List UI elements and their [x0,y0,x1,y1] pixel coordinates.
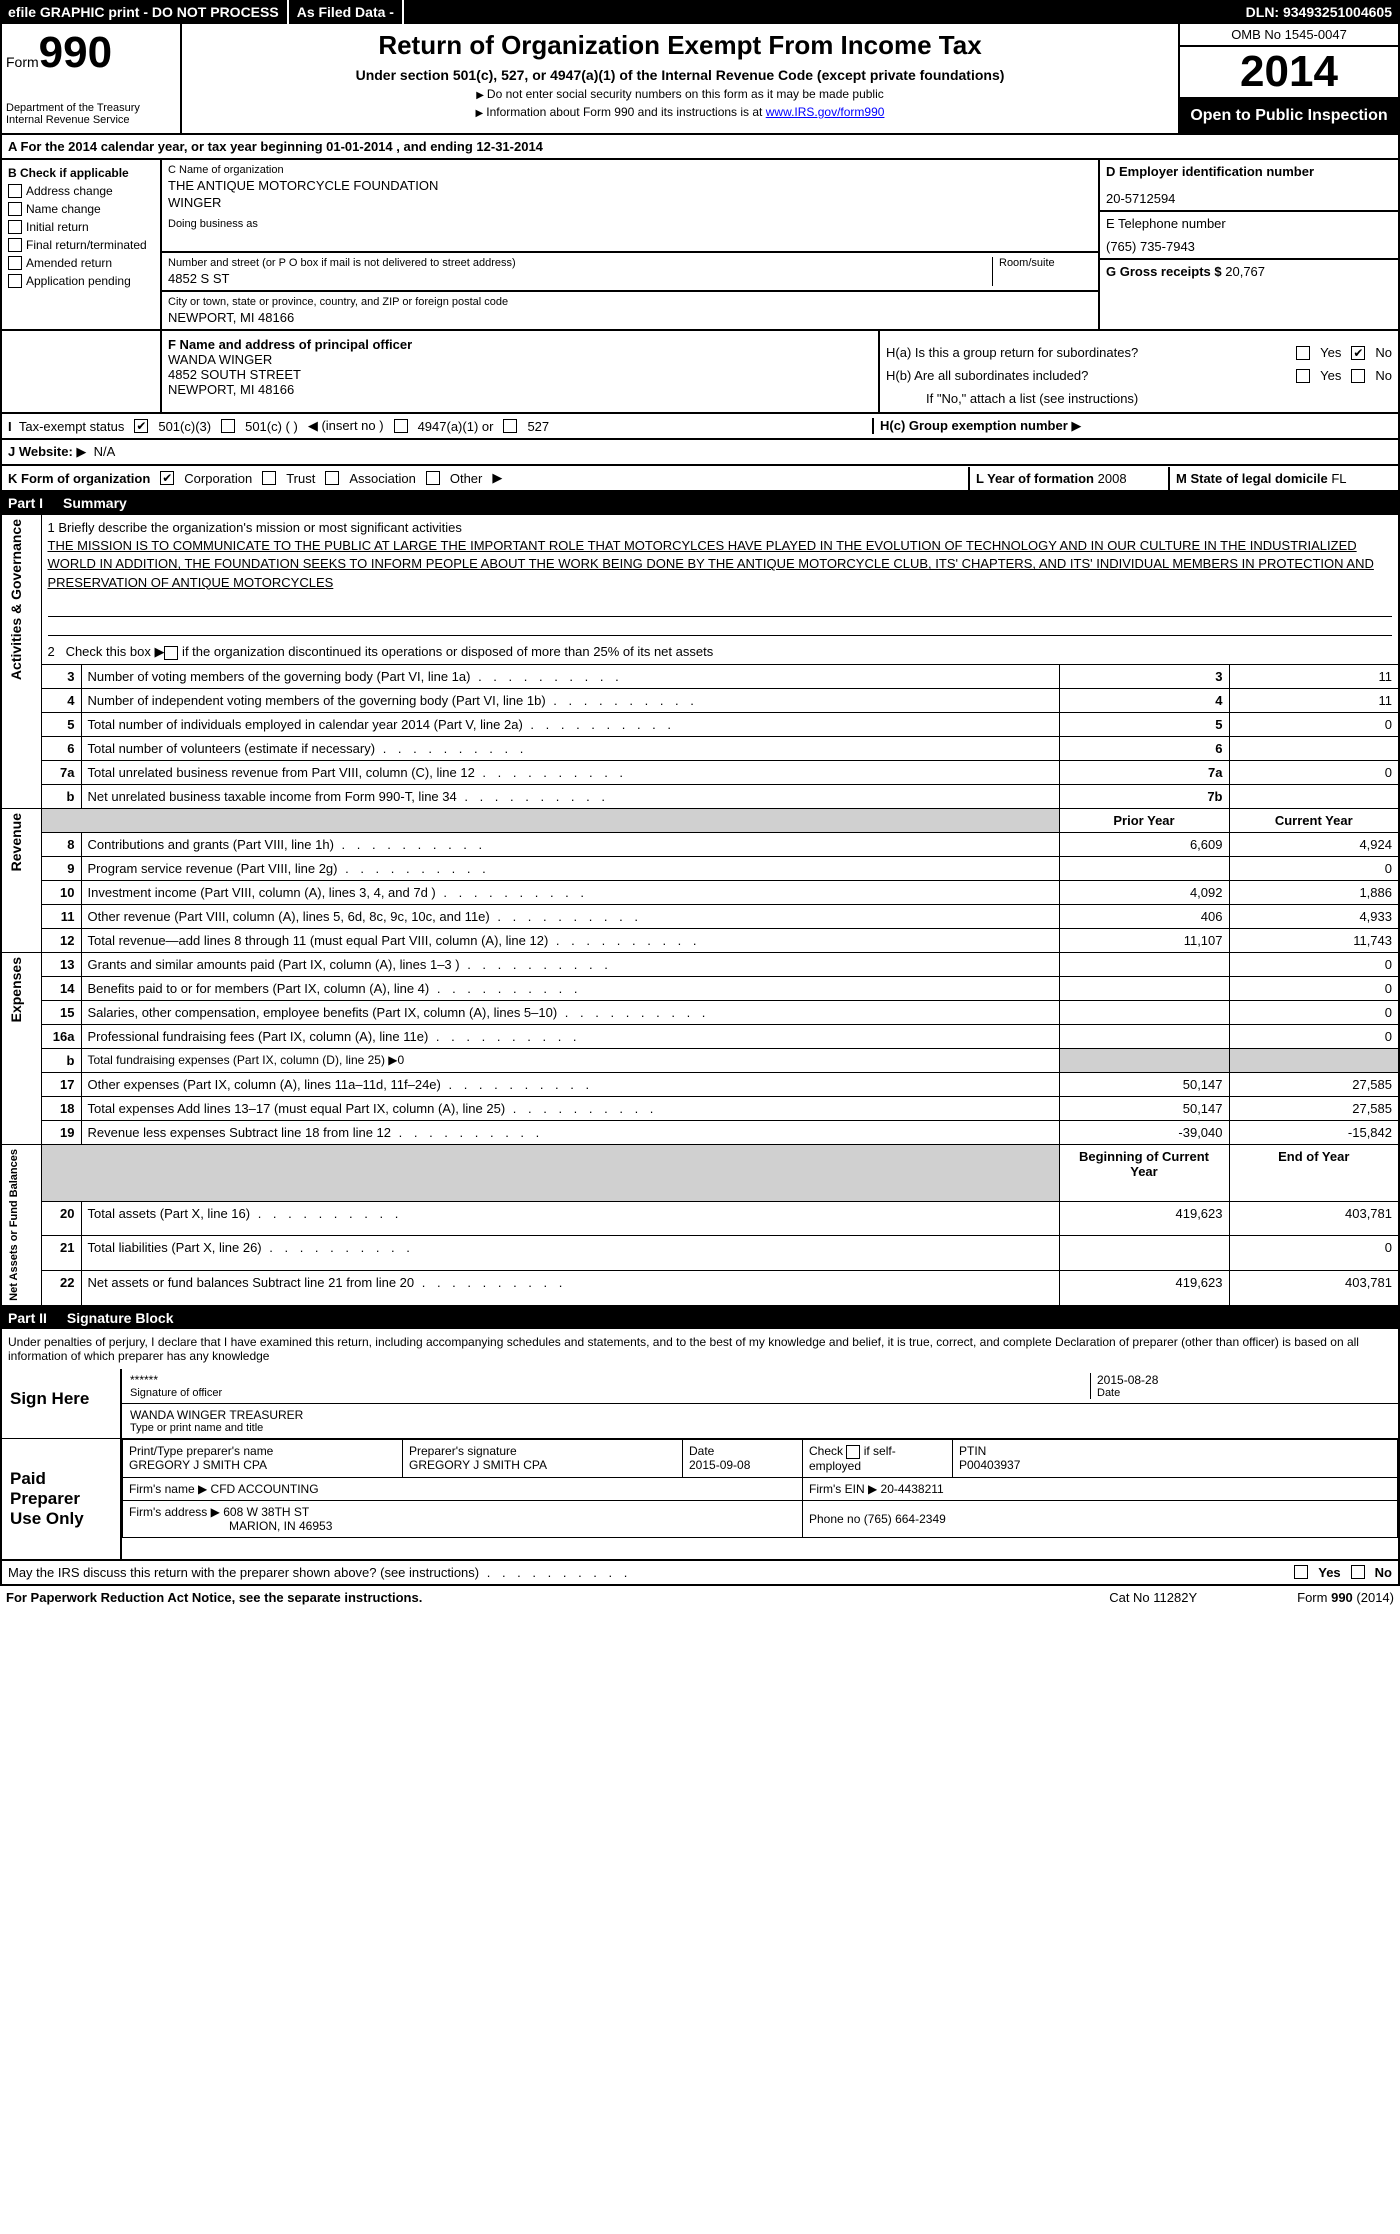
gov-row: 5Total number of individuals employed in… [1,713,1399,737]
row-a-tax-year: A For the 2014 calendar year, or tax yea… [0,135,1400,160]
discuss-row: May the IRS discuss this return with the… [0,1561,1400,1586]
principal-officer: F Name and address of principal officer … [162,331,878,412]
chk-501c[interactable] [221,419,235,433]
rev-row: 8Contributions and grants (Part VIII, li… [1,833,1399,857]
gov-row: bNet unrelated business taxable income f… [1,785,1399,809]
exp-row: bTotal fundraising expenses (Part IX, co… [1,1049,1399,1073]
net-row: 22Net assets or fund balances Subtract l… [1,1270,1399,1305]
chk-501c3[interactable] [134,419,148,433]
sign-here-label: Sign Here [2,1369,122,1438]
dept-treasury: Department of the Treasury [6,102,176,114]
col-b-spacer [2,331,162,412]
group-return-section: H(a) Is this a group return for subordin… [878,331,1398,412]
gov-row: 4Number of independent voting members of… [1,689,1399,713]
mission-text: THE MISSION IS TO COMMUNICATE TO THE PUB… [48,537,1393,592]
ssn-note: Do not enter social security numbers on … [188,87,1172,101]
discuss-no[interactable] [1351,1565,1365,1579]
gov-row: 6Total number of volunteers (estimate if… [1,737,1399,761]
page-footer: For Paperwork Reduction Act Notice, see … [0,1586,1400,1609]
year-box: OMB No 1545-0047 2014 Open to Public Ins… [1178,24,1398,133]
net-row: 20Total assets (Part X, line 16)419,6234… [1,1201,1399,1236]
part1-header: Part I Summary [0,492,1400,514]
rev-row: 11Other revenue (Part VIII, column (A), … [1,905,1399,929]
as-filed: As Filed Data - [289,0,404,24]
phone-value: (765) 735-7943 [1106,239,1392,254]
summary-table: Activities & Governance 1 Briefly descri… [0,514,1400,1307]
gov-row: 3Number of voting members of the governi… [1,665,1399,689]
form-title-box: Return of Organization Exempt From Incom… [182,24,1178,133]
irs-label: Internal Revenue Service [6,114,176,126]
perjury-statement: Under penalties of perjury, I declare th… [0,1329,1400,1369]
net-row: 21Total liabilities (Part X, line 26)0 [1,1236,1399,1271]
tax-year: 2014 [1180,47,1398,99]
discuss-yes[interactable] [1294,1565,1308,1579]
chk-amended[interactable] [8,256,22,270]
rev-row: 12Total revenue—add lines 8 through 11 (… [1,929,1399,953]
side-gov: Activities & Governance [8,519,24,680]
exp-row: 18Total expenses Add lines 13–17 (must e… [1,1097,1399,1121]
chk-discontinued[interactable] [164,646,178,660]
dln: DLN: 93493251004605 [1238,0,1400,24]
ein-value: 20-5712594 [1106,191,1392,206]
chk-address[interactable] [8,184,22,198]
hb-no[interactable] [1351,369,1365,383]
open-public: Open to Public Inspection [1180,99,1398,133]
org-street: 4852 S ST [168,271,992,286]
gov-row: 7aTotal unrelated business revenue from … [1,761,1399,785]
exp-row: 16aProfessional fundraising fees (Part I… [1,1025,1399,1049]
part2-header: Part II Signature Block [0,1307,1400,1329]
info-note: Information about Form 990 and its instr… [188,105,1172,119]
chk-assoc[interactable] [325,471,339,485]
org-name: THE ANTIQUE MOTORCYCLE FOUNDATION [168,178,1092,193]
form-subtitle: Under section 501(c), 527, or 4947(a)(1)… [188,67,1172,83]
chk-name[interactable] [8,202,22,216]
exp-row: 15Salaries, other compensation, employee… [1,1001,1399,1025]
ha-no[interactable] [1351,346,1365,360]
col-d-ein: D Employer identification number 20-5712… [1098,160,1398,329]
form-header: Form990 Department of the Treasury Inter… [0,24,1400,135]
side-rev: Revenue [8,813,24,871]
chk-527[interactable] [503,419,517,433]
row-i-tax-status: I Tax-exempt status 501(c)(3) 501(c) ( )… [0,414,1400,440]
chk-trust[interactable] [262,471,276,485]
hb-yes[interactable] [1296,369,1310,383]
side-net: Net Assets or Fund Balances [8,1149,20,1301]
top-bar: efile GRAPHIC print - DO NOT PROCESS As … [0,0,1400,24]
efile-notice: efile GRAPHIC print - DO NOT PROCESS [0,0,289,24]
exp-row: 19Revenue less expenses Subtract line 18… [1,1121,1399,1145]
officer-name: WANDA WINGER TREASURER [130,1408,303,1422]
exp-row: 14Benefits paid to or for members (Part … [1,977,1399,1001]
section-bcd: B Check if applicable Address change Nam… [0,160,1400,331]
omb-number: OMB No 1545-0047 [1180,24,1398,47]
chk-other[interactable] [426,471,440,485]
row-j-website: J Website: ▶ N/A [0,440,1400,466]
rev-row: 10Investment income (Part VIII, column (… [1,881,1399,905]
form-title: Return of Organization Exempt From Incom… [188,30,1172,61]
rev-row: 9Program service revenue (Part VIII, lin… [1,857,1399,881]
section-fgh: F Name and address of principal officer … [0,331,1400,414]
chk-corp[interactable] [160,471,174,485]
row-k-form-org: K Form of organization Corporation Trust… [0,466,1400,492]
form-id-box: Form990 Department of the Treasury Inter… [2,24,182,133]
col-c-org-info: C Name of organization THE ANTIQUE MOTOR… [162,160,1098,329]
chk-final[interactable] [8,238,22,252]
chk-pending[interactable] [8,274,22,288]
exp-row: 17Other expenses (Part IX, column (A), l… [1,1073,1399,1097]
chk-4947[interactable] [394,419,408,433]
chk-initial[interactable] [8,220,22,234]
paid-preparer-table: Print/Type preparer's nameGREGORY J SMIT… [122,1439,1398,1538]
paid-preparer-label: Paid Preparer Use Only [2,1439,122,1559]
side-exp: Expenses [8,957,24,1022]
gross-receipts: 20,767 [1225,264,1265,279]
signature-section: Sign Here ****** Signature of officer 20… [0,1369,1400,1561]
col-b-checkboxes: B Check if applicable Address change Nam… [2,160,162,329]
ha-yes[interactable] [1296,346,1310,360]
org-city: NEWPORT, MI 48166 [168,310,1092,325]
chk-self-employed[interactable] [846,1445,860,1459]
irs-link[interactable]: www.IRS.gov/form990 [766,105,885,119]
